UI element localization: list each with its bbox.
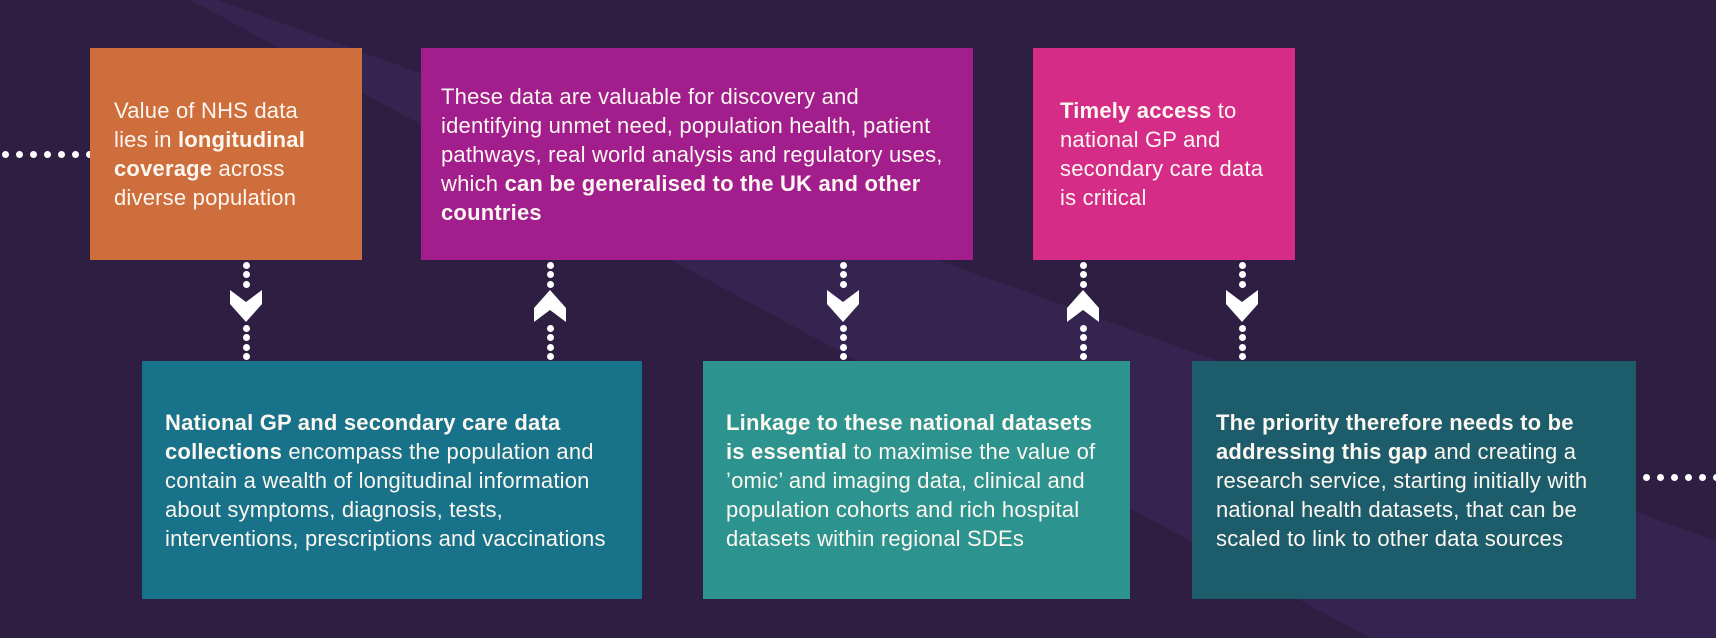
card-value-of-nhs-data: Value of NHS data lies in longitudinal c… bbox=[90, 48, 362, 260]
card-national-gp-data-collections: National GP and secondary care data coll… bbox=[142, 361, 642, 599]
card-text: The priority therefore needs to be addre… bbox=[1216, 409, 1588, 551]
chevron-arrow-icon bbox=[534, 290, 566, 323]
card-priority-addressing-gap: The priority therefore needs to be addre… bbox=[1192, 361, 1636, 599]
card-timely-access-critical: Timely access to national GP and seconda… bbox=[1033, 48, 1295, 260]
chevron-arrow-icon bbox=[1226, 290, 1258, 323]
connector-down-2 bbox=[827, 262, 859, 360]
card-data-valuable-for-discovery: These data are valuable for discovery an… bbox=[421, 48, 973, 260]
left-dotted-line bbox=[2, 151, 93, 158]
chevron-arrow-icon bbox=[827, 290, 859, 323]
connector-down-1 bbox=[230, 262, 262, 360]
connector-up-2 bbox=[1067, 262, 1099, 360]
card-text: These data are valuable for discovery an… bbox=[441, 83, 943, 225]
right-dotted-line bbox=[1643, 474, 1716, 481]
connector-up-1 bbox=[534, 262, 566, 360]
connector-down-3 bbox=[1226, 262, 1258, 360]
card-text: National GP and secondary care data coll… bbox=[165, 409, 606, 551]
card-text: Value of NHS data lies in longitudinal c… bbox=[114, 98, 306, 210]
card-text: Timely access to national GP and seconda… bbox=[1060, 98, 1264, 210]
chevron-arrow-icon bbox=[1067, 290, 1099, 323]
card-text: Linkage to these national datasets is es… bbox=[726, 409, 1096, 551]
card-linkage-essential: Linkage to these national datasets is es… bbox=[703, 361, 1130, 599]
chevron-arrow-icon bbox=[230, 290, 262, 323]
